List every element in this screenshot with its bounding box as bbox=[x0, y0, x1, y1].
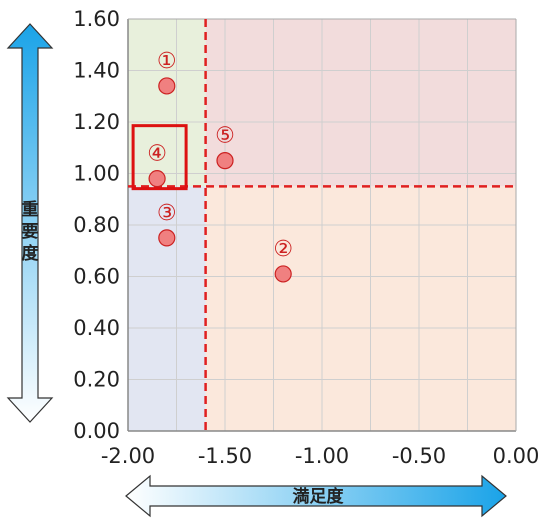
x-tick-label: -0.50 bbox=[392, 444, 446, 468]
data-point bbox=[148, 170, 166, 188]
x-tick-label: -2.00 bbox=[101, 444, 155, 468]
x-tick-label: -1.00 bbox=[295, 444, 349, 468]
y-tick-label: 0.20 bbox=[73, 368, 120, 392]
importance-arrow-icon bbox=[6, 23, 54, 423]
x-tick-label: -1.50 bbox=[198, 444, 252, 468]
quadrant-bottom-left bbox=[128, 186, 206, 431]
point-label: ⑤ bbox=[215, 124, 235, 149]
y-tick-label: 0.40 bbox=[73, 316, 120, 340]
data-point bbox=[158, 77, 176, 95]
data-point bbox=[158, 229, 176, 247]
y-tick-label: 1.20 bbox=[73, 110, 120, 134]
data-point bbox=[274, 265, 292, 283]
y-axis-label: 重要度 bbox=[22, 199, 40, 264]
point-label: ② bbox=[273, 237, 293, 262]
highlight-box bbox=[131, 124, 188, 191]
quadrant-top-right bbox=[205, 19, 516, 187]
quadrant-bottom-right bbox=[205, 186, 516, 431]
y-tick-label: 1.40 bbox=[73, 59, 120, 83]
data-point bbox=[216, 152, 234, 170]
x-tick-label: 0.00 bbox=[493, 444, 540, 468]
point-label: ④ bbox=[147, 142, 167, 167]
quadrant-top-left bbox=[128, 19, 206, 187]
satisfaction-arrow-icon bbox=[125, 474, 507, 518]
x-axis-label: 満足度 bbox=[293, 486, 345, 507]
y-tick-label: 0.80 bbox=[73, 213, 120, 237]
point-label: ③ bbox=[157, 201, 177, 226]
y-tick-label: 1.00 bbox=[73, 162, 120, 186]
y-tick-label: 1.60 bbox=[73, 7, 120, 31]
point-label: ① bbox=[157, 49, 177, 74]
y-tick-label: 0.60 bbox=[73, 265, 120, 289]
y-tick-label: 0.00 bbox=[73, 419, 120, 443]
